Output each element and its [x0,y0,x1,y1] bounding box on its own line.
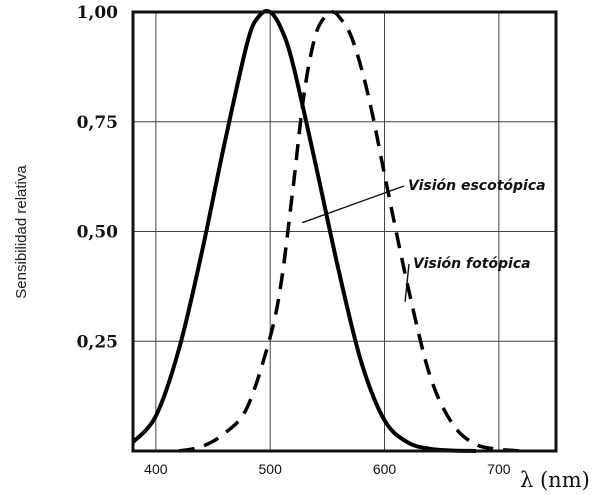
y-tick-label: 0,25 [77,332,118,352]
annotation-leader [301,185,405,224]
annotation-label: Visión escotópica [408,178,546,194]
series-line-escotopica [131,9,477,453]
y-tick-label: 0,75 [77,113,118,133]
annotation-leader [404,263,410,302]
y-tick-label: 0,50 [77,223,119,243]
y-tick-label: 1,00 [77,3,119,23]
y-axis-label: Sensibilidad relativa [13,165,30,299]
annotation-label: Visión fotópica [413,256,531,272]
x-tick-label: 400 [144,461,168,477]
x-axis-label: λ (nm) [520,468,590,492]
tick-labels: 400 500 600 700 0,25 0,50 0,75 1,00 [77,3,511,477]
annotations: Visión escotópica Visión fotópica [301,178,546,302]
x-tick-label: 700 [487,461,511,477]
grid [133,11,556,451]
x-tick-label: 500 [259,461,283,477]
plot-frame [131,10,558,453]
x-tick-label: 600 [373,461,397,477]
